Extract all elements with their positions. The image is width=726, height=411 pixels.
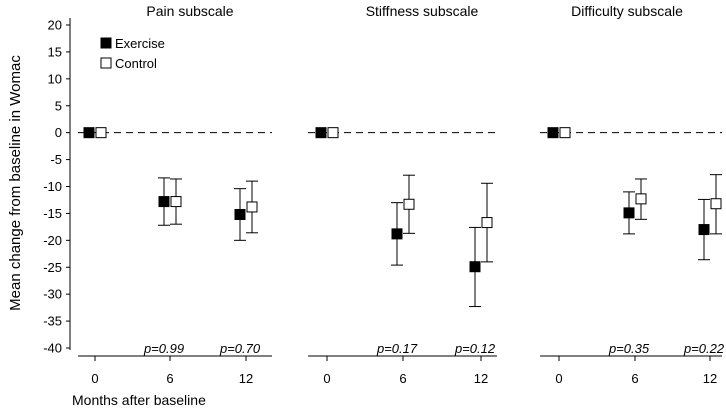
x-tick-label: 6 — [166, 371, 173, 386]
control-point — [710, 198, 722, 210]
exercise-point — [234, 208, 246, 220]
panels: Pain subscale 0 6 12 p=0.99 p=0.70 Stiffness s… — [78, 3, 725, 386]
y-tick-label: 0 — [55, 125, 62, 140]
p-value-label: p=0.35 — [608, 341, 650, 356]
x-tick-label: 6 — [631, 371, 638, 386]
p-value-label: p=0.99 — [143, 341, 184, 356]
exercise-point — [83, 127, 95, 139]
y-axis-ticks: 20 15 10 5 0 -5 -10 -15 -20 -25 -30 -35 -40 — [43, 18, 70, 356]
panel-title: Difficulty subscale — [571, 3, 683, 19]
legend-control-marker — [100, 57, 112, 69]
panel-1: Pain subscale 0 6 12 p=0.99 p=0.70 — [78, 3, 272, 386]
y-tick-label: 5 — [55, 98, 62, 113]
legend: Exercise Control — [100, 36, 165, 71]
exercise-point — [158, 196, 170, 208]
p-value-label: p=0.22 — [683, 341, 725, 356]
control-point — [170, 196, 182, 208]
y-tick-label: -35 — [43, 314, 62, 329]
control-point — [635, 193, 647, 205]
legend-exercise-label: Exercise — [115, 36, 165, 51]
x-tick-label: 6 — [399, 371, 406, 386]
panel-title: Stiffness subscale — [366, 3, 479, 19]
legend-control-label: Control — [115, 56, 157, 71]
p-value-label: p=0.12 — [454, 341, 496, 356]
y-tick-label: -30 — [43, 287, 62, 302]
y-tick-label: -10 — [43, 179, 62, 194]
exercise-point — [547, 127, 559, 139]
y-tick-label: 20 — [48, 18, 62, 33]
y-axis-label: Mean change from baseline in Womac — [7, 55, 24, 311]
exercise-point — [623, 207, 635, 219]
y-tick-label: -40 — [43, 341, 62, 356]
exercise-point — [698, 224, 710, 236]
control-point — [246, 201, 258, 213]
exercise-point — [391, 228, 403, 240]
exercise-point — [469, 261, 481, 273]
p-value-label: p=0.70 — [219, 341, 261, 356]
y-tick-label: -15 — [43, 206, 62, 221]
control-point — [327, 127, 339, 139]
x-tick-label: 0 — [91, 371, 98, 386]
control-point — [95, 127, 107, 139]
x-tick-label: 0 — [555, 371, 562, 386]
legend-exercise-marker — [100, 37, 112, 49]
x-tick-label: 0 — [323, 371, 330, 386]
control-point — [403, 198, 415, 210]
p-value-label: p=0.17 — [376, 341, 418, 356]
y-tick-label: -5 — [50, 152, 62, 167]
y-tick-label: 10 — [48, 71, 62, 86]
panel-3: Difficulty subscale 0 6 12 p=0.35 p=0.22 — [540, 3, 725, 386]
control-point — [481, 217, 493, 229]
panel-title: Pain subscale — [146, 3, 233, 19]
x-tick-label: 12 — [474, 371, 488, 386]
exercise-point — [315, 127, 327, 139]
x-tick-label: 12 — [703, 371, 717, 386]
y-tick-label: -25 — [43, 260, 62, 275]
y-tick-label: 15 — [48, 44, 62, 59]
x-tick-label: 12 — [239, 371, 253, 386]
control-point — [559, 127, 571, 139]
y-tick-label: -20 — [43, 233, 62, 248]
x-axis-label: Months after baseline — [72, 392, 206, 408]
panel-2: Stiffness subscale 0 6 12 p=0.17 p=0.12 — [308, 3, 497, 386]
